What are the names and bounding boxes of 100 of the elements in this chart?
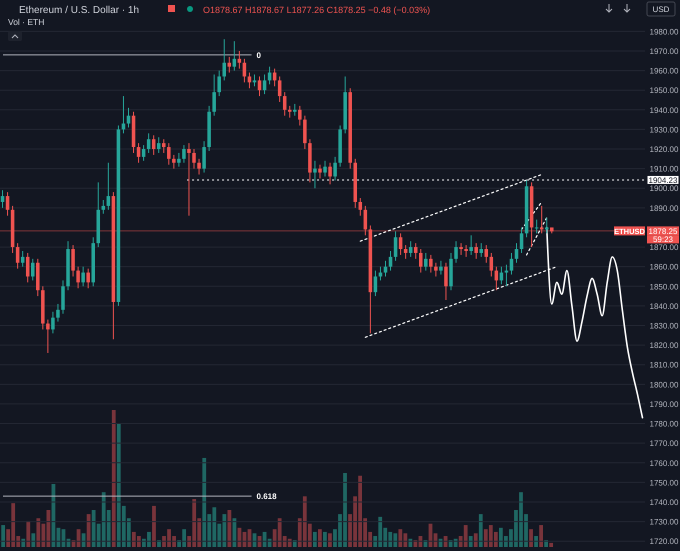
bar: [157, 540, 161, 547]
y-tick-label: 1770.00: [650, 439, 680, 448]
candlestick: [520, 226, 524, 254]
y-tick-label: 1810.00: [650, 360, 680, 370]
candlestick: [394, 230, 398, 262]
text: 59:23: [652, 234, 674, 244]
candlestick: [172, 154, 176, 170]
candlestick: [358, 198, 362, 216]
candlestick: [333, 156, 337, 181]
candlestick: [142, 144, 146, 162]
bar: [82, 533, 86, 547]
candlestick: [162, 138, 166, 154]
annotation: 0: [256, 50, 262, 60]
candlestick: [71, 244, 75, 277]
y-tick-label: 1980.00: [650, 27, 680, 36]
candlestick: [192, 148, 196, 170]
candlestick: [298, 105, 302, 126]
bar: [258, 536, 262, 547]
candlestick: [534, 219, 538, 234]
annotation: Vol · ETH: [8, 17, 44, 27]
candlestick: [464, 244, 468, 258]
candlestick: [318, 164, 322, 179]
candlestick: [232, 40, 236, 72]
candlestick: [61, 280, 65, 314]
bar: [534, 536, 538, 547]
candlestick: [146, 132, 150, 154]
candlestick: [439, 260, 443, 276]
candlestick: [0, 190, 4, 208]
candlestick: [272, 68, 276, 87]
candlestick: [504, 264, 508, 287]
candlestick: [152, 134, 156, 156]
candlestick: [26, 252, 30, 283]
candlestick: [469, 234, 473, 256]
candlestick: [388, 250, 392, 272]
bar: [544, 540, 548, 547]
candlestick: [444, 262, 448, 301]
candlestick: [474, 242, 478, 260]
candlestick: [479, 242, 483, 258]
ref-line-label: 1878.25: [648, 226, 678, 236]
bar: [549, 542, 554, 547]
bar: [328, 533, 332, 547]
candlestick: [81, 266, 85, 287]
candlestick: [56, 303, 60, 322]
candlestick: [500, 266, 504, 285]
candlestick: [156, 136, 160, 154]
candlestick: [182, 144, 186, 164]
candlestick: [212, 74, 216, 116]
y-tick-label: 1840.00: [650, 302, 680, 311]
y-tick-label: 1940.00: [650, 106, 680, 115]
candlestick: [248, 72, 252, 89]
candlestick: [378, 266, 382, 281]
bar: [252, 533, 256, 547]
y-tick-label: 1750.00: [650, 478, 680, 488]
candlestick: [268, 66, 272, 85]
candlestick: [454, 240, 458, 264]
y-tick-label: 1870.00: [650, 243, 680, 252]
candlestick: [278, 76, 282, 102]
y-tick-label: 1740.00: [650, 498, 680, 507]
candlestick: [484, 244, 488, 264]
candlestick: [46, 319, 50, 354]
candlestick: [136, 142, 140, 164]
bar: [444, 536, 448, 547]
candlestick: [514, 242, 518, 264]
candlestick: [16, 242, 20, 270]
y-tick-label: 1850.00: [650, 282, 680, 292]
candlestick: [510, 252, 514, 276]
candlestick: [187, 142, 191, 216]
candlestick: [76, 266, 80, 289]
bar: [86, 514, 90, 547]
bar: [152, 506, 156, 547]
candlestick: [106, 162, 110, 210]
candlestick: [293, 103, 297, 116]
y-tick-label: 1730.00: [650, 518, 680, 527]
y-tick-label: 1910.00: [650, 164, 680, 174]
bar: [232, 518, 236, 547]
bar: [529, 529, 533, 547]
candlestick: [222, 38, 226, 81]
y-tick-label: 1860.00: [650, 262, 680, 272]
annotation: 0.618: [256, 492, 278, 502]
candlestick: [102, 200, 106, 214]
text: Ethereum / U.S. Dollar · 1h: [19, 5, 140, 16]
candlestick: [228, 56, 232, 74]
candlestick: [282, 92, 286, 116]
candlestick: [167, 142, 171, 166]
bar: [539, 525, 543, 547]
bar: [228, 510, 232, 547]
y-tick-label: 1950.00: [650, 86, 680, 96]
candlestick: [398, 232, 402, 256]
y-tick-label: 1800.00: [650, 380, 680, 390]
y-tick-label: 1920.00: [650, 145, 680, 154]
y-tick-label: 1790.00: [650, 400, 680, 409]
candlestick: [459, 242, 463, 256]
bar: [318, 529, 322, 547]
bar: [323, 532, 327, 547]
candlestick: [434, 262, 438, 277]
y-tick-label: 1760.00: [650, 458, 680, 468]
y-tick-label: 1780.00: [650, 420, 680, 429]
candlestick: [303, 115, 307, 150]
y-tick-label: 1830.00: [650, 322, 680, 330]
candlestick: [126, 107, 130, 128]
